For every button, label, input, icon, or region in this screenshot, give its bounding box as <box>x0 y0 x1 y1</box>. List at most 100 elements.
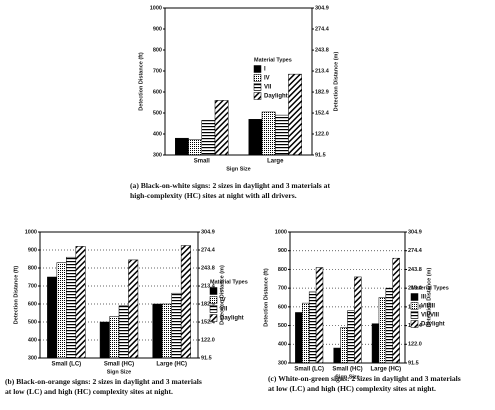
caption: (a) Black-on-white signs: 2 sizes in day… <box>130 181 330 190</box>
y-tick-label: 400 <box>153 131 162 137</box>
legend-swatch <box>253 74 262 82</box>
legend-swatch <box>253 83 262 91</box>
bar <box>214 100 229 156</box>
bar <box>152 303 163 359</box>
bar <box>161 303 172 359</box>
y-tick-label: 700 <box>153 68 162 74</box>
legend-title: Material Types <box>254 57 292 63</box>
legend-label: Daylight <box>220 316 244 322</box>
y-tick-label: 1000 <box>25 229 37 235</box>
bar <box>275 114 289 156</box>
y2-tick-label: 304.9 <box>408 229 422 235</box>
x-tick-label: Small <box>194 159 210 165</box>
legend-label: Daylight <box>421 322 445 328</box>
y2-tick-label: 91.5 <box>408 360 419 366</box>
bar <box>66 256 77 359</box>
legend-swatch <box>209 296 218 304</box>
legend-swatch <box>253 65 262 73</box>
legend-title: Material Types <box>210 279 248 285</box>
bar <box>99 321 110 359</box>
y-tick-label: 700 <box>278 286 287 292</box>
bar <box>371 323 380 364</box>
y2-tick-label: 274.4 <box>201 247 216 253</box>
legend-swatch <box>209 314 218 322</box>
legend-label: III <box>421 295 426 301</box>
legend-swatch <box>410 311 419 319</box>
x-axis-label: Sign Size <box>107 369 131 375</box>
bar <box>347 310 355 364</box>
x-tick-label: Small (LC) <box>294 367 324 373</box>
legend-swatch <box>253 92 262 100</box>
y-tick-label: 500 <box>28 319 37 325</box>
y2-tick-label: 182.9 <box>201 301 215 307</box>
y-tick-label: 1000 <box>150 5 162 11</box>
bar <box>340 327 348 364</box>
legend-label: VII <box>220 307 228 313</box>
bar <box>109 316 120 359</box>
y2-tick-label: 91.5 <box>201 355 212 361</box>
y-tick-label: 800 <box>153 47 162 53</box>
y-tick-label: 400 <box>278 342 287 348</box>
bar <box>315 267 324 364</box>
bar <box>295 312 303 364</box>
bar <box>261 111 276 156</box>
y-tick-label: 300 <box>278 360 287 366</box>
bar <box>188 139 203 156</box>
bar <box>333 347 341 364</box>
y-tick-label: 300 <box>153 152 162 158</box>
y2-tick-label: 152.4 <box>315 111 330 117</box>
x-tick-label: Small (HC) <box>332 367 362 373</box>
y2-tick-label: 304.9 <box>315 5 329 11</box>
bar <box>175 137 189 156</box>
bar <box>56 262 67 359</box>
bar <box>308 291 317 364</box>
y2-tick-label: 213.4 <box>201 283 216 289</box>
bar <box>171 292 182 359</box>
y2-tick-label: 243.8 <box>201 266 215 272</box>
legend-label: I <box>264 67 266 73</box>
bar <box>75 246 86 359</box>
y2-axis-label: Detection Distance (m) <box>219 265 225 325</box>
y2-tick-label: 122.0 <box>201 337 215 343</box>
x-axis-label: Sign Size <box>335 374 359 380</box>
bar <box>180 245 191 359</box>
y2-tick-label: 122.0 <box>408 342 422 348</box>
y2-tick-label: 274.4 <box>315 26 330 32</box>
legend-label: VII/VIII <box>421 313 439 319</box>
caption: (b) Black-on-orange signs: 2 sizes in da… <box>5 377 202 386</box>
y-axis-label: Detection Distance (ft) <box>13 266 19 325</box>
plot-frame <box>39 231 199 359</box>
x-tick-label: Large (HC) <box>156 362 187 368</box>
y-tick-label: 500 <box>153 110 162 116</box>
y2-tick-label: 182.9 <box>315 89 329 95</box>
y-tick-label: 1000 <box>275 229 287 235</box>
y2-axis-label: Detection Distance (m) <box>333 52 339 112</box>
bar <box>354 276 362 364</box>
x-tick-label: Large <box>267 159 284 165</box>
y-axis-label: Detection Distance (ft) <box>138 52 144 111</box>
y-tick-label: 400 <box>28 337 37 343</box>
legend-label: IV <box>220 298 226 304</box>
bar <box>248 119 263 156</box>
bar <box>201 120 216 156</box>
legend-swatch <box>410 320 419 328</box>
y2-tick-label: 122.0 <box>315 131 329 137</box>
y-tick-label: 800 <box>28 265 37 271</box>
caption: at low (LC) and high (HC) complexity sit… <box>268 384 436 393</box>
x-tick-label: Small (HC) <box>104 362 134 368</box>
bar <box>378 297 387 364</box>
y2-tick-label: 91.5 <box>315 152 326 158</box>
legend-swatch <box>209 287 218 295</box>
y-axis-label: Detection Distance (ft) <box>263 268 269 327</box>
x-tick-label: Large (HC) <box>370 367 401 373</box>
y-tick-label: 600 <box>278 304 287 310</box>
caption: (c) White-on-green signs: 2 sizes in day… <box>268 374 461 383</box>
y-tick-label: 900 <box>278 248 287 254</box>
bar <box>302 302 310 364</box>
bar <box>47 276 58 359</box>
legend-label: VII/III <box>421 304 435 310</box>
bar <box>118 305 129 359</box>
plot-frame <box>289 231 406 364</box>
y2-tick-label: 213.4 <box>315 68 330 74</box>
